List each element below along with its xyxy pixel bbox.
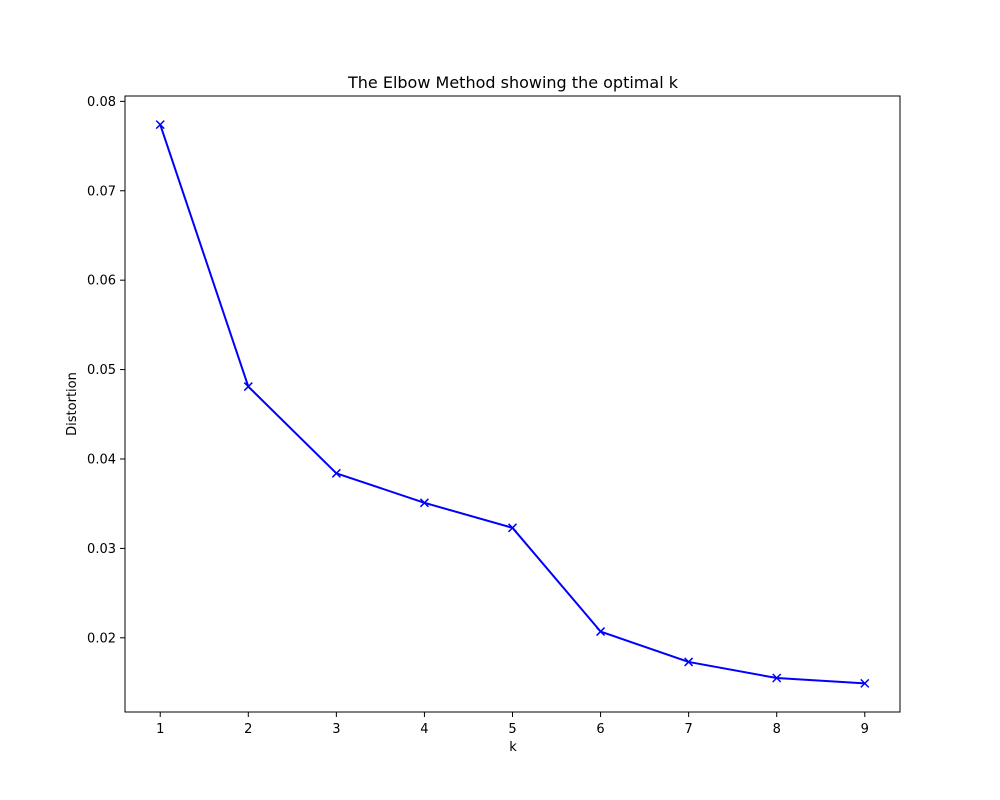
- data-point-marker: [243, 382, 253, 392]
- y-tick-label: 0.03: [87, 542, 116, 557]
- chart-title: The Elbow Method showing the optimal k: [347, 73, 679, 92]
- x-tick-label: 8: [773, 722, 781, 737]
- data-point-marker: [684, 657, 694, 667]
- x-tick-label: 6: [596, 722, 604, 737]
- y-axis-ticks: 0.02 0.03 0.04 0.05 0.06 0.07 0.08: [87, 95, 125, 646]
- data-point-marker: [772, 673, 782, 683]
- x-axis-ticks: 1 2 3 4 5 6 7 8 9: [156, 712, 869, 737]
- y-tick-label: 0.02: [87, 631, 116, 646]
- data-point-marker: [331, 468, 341, 478]
- data-point-marker: [596, 627, 606, 637]
- y-tick-label: 0.05: [87, 363, 116, 378]
- data-point-marker: [507, 523, 518, 533]
- x-tick-label: 2: [244, 722, 252, 737]
- series-line: [159, 124, 865, 685]
- series-layer: [155, 120, 870, 688]
- x-tick-label: 5: [508, 722, 516, 737]
- data-point-marker: [155, 120, 165, 130]
- y-axis-label: Distortion: [65, 372, 80, 436]
- plot-frame: [124, 95, 901, 713]
- x-tick-label: 3: [332, 722, 340, 737]
- plot-area: 1 2 3 4 5 6 7 8 9 0.02 0.03 0.04 0.05 0.06 0.07 0.08: [87, 95, 901, 737]
- y-tick-label: 0.07: [87, 184, 116, 199]
- data-point-marker: [419, 498, 429, 508]
- y-tick-label: 0.08: [87, 95, 116, 110]
- x-tick-label: 1: [156, 722, 164, 737]
- x-tick-label: 9: [861, 722, 869, 737]
- x-tick-label: 7: [684, 722, 692, 737]
- data-point-marker: [860, 678, 870, 688]
- x-axis-label: k: [509, 740, 517, 755]
- y-tick-label: 0.06: [87, 274, 116, 289]
- y-tick-label: 0.04: [87, 452, 116, 467]
- x-tick-label: 4: [420, 722, 428, 737]
